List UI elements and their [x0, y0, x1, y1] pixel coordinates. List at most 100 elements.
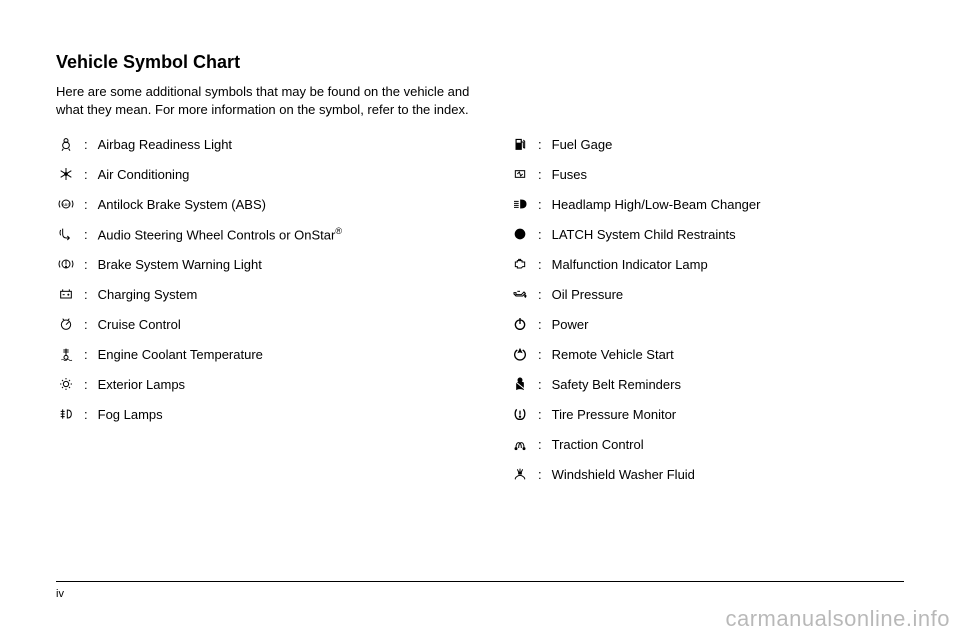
right-column: : Fuel Gage: Fuses: Headlamp High/Low-Beam … — [510, 136, 904, 496]
remote-icon — [510, 346, 530, 362]
symbol-entry: : Audio Steering Wheel Controls or OnStar… — [56, 226, 450, 242]
entry-label: Charging System — [98, 287, 450, 302]
entry-colon: : — [538, 317, 544, 332]
airbag-icon — [56, 136, 76, 152]
entry-label: Antilock Brake System (ABS) — [98, 197, 450, 212]
symbol-entry: : Safety Belt Reminders — [510, 376, 904, 392]
symbol-entry: : Fog Lamps — [56, 406, 450, 422]
lamps-icon — [56, 376, 76, 392]
latch-icon — [510, 226, 530, 242]
symbol-entry: : Oil Pressure — [510, 286, 904, 302]
traction-icon — [510, 436, 530, 452]
entry-colon: : — [538, 377, 544, 392]
entry-colon: : — [84, 287, 90, 302]
entry-colon: : — [538, 197, 544, 212]
coolant-icon — [56, 346, 76, 362]
entry-label: Engine Coolant Temperature — [98, 347, 450, 362]
fuel-icon — [510, 136, 530, 152]
footer-rule — [56, 581, 904, 582]
page-footer: iv — [56, 581, 904, 600]
entry-label: Fuel Gage — [552, 137, 904, 152]
symbol-entry: : Power — [510, 316, 904, 332]
brake-icon — [56, 256, 76, 272]
abs-icon: ABS — [56, 196, 76, 212]
symbol-entry: : Brake System Warning Light — [56, 256, 450, 272]
belt-icon — [510, 376, 530, 392]
entry-colon: : — [538, 407, 544, 422]
tire-icon — [510, 406, 530, 422]
intro-text: Here are some additional symbols that ma… — [56, 83, 476, 118]
symbol-columns: : Airbag Readiness Light: Air Conditioning… — [56, 136, 904, 496]
entry-label: Power — [552, 317, 904, 332]
entry-colon: : — [84, 377, 90, 392]
entry-label: Safety Belt Reminders — [552, 377, 904, 392]
entry-colon: : — [538, 467, 544, 482]
entry-label: Audio Steering Wheel Controls or OnStar® — [98, 226, 450, 242]
ac-icon — [56, 166, 76, 182]
entry-label: Air Conditioning — [98, 167, 450, 182]
entry-label: Malfunction Indicator Lamp — [552, 257, 904, 272]
symbol-entry: ABS: Antilock Brake System (ABS) — [56, 196, 450, 212]
entry-colon: : — [538, 347, 544, 362]
watermark: carmanualsonline.info — [725, 606, 950, 632]
entry-label: Exterior Lamps — [98, 377, 450, 392]
power-icon — [510, 316, 530, 332]
symbol-entry: : Fuses — [510, 166, 904, 182]
battery-icon — [56, 286, 76, 302]
entry-label: Cruise Control — [98, 317, 450, 332]
entry-label: Fog Lamps — [98, 407, 450, 422]
symbol-entry: : Remote Vehicle Start — [510, 346, 904, 362]
page-number: iv — [56, 588, 64, 600]
entry-colon: : — [84, 407, 90, 422]
symbol-entry: : Fuel Gage — [510, 136, 904, 152]
entry-colon: : — [84, 167, 90, 182]
mil-icon — [510, 256, 530, 272]
page: Vehicle Symbol Chart Here are some addit… — [0, 0, 960, 640]
entry-label: Remote Vehicle Start — [552, 347, 904, 362]
entry-colon: : — [538, 257, 544, 272]
symbol-entry: : LATCH System Child Restraints — [510, 226, 904, 242]
entry-label: Airbag Readiness Light — [98, 137, 450, 152]
footer-row: iv — [56, 588, 904, 600]
symbol-entry: : Engine Coolant Temperature — [56, 346, 450, 362]
fog-icon — [56, 406, 76, 422]
entry-label: LATCH System Child Restraints — [552, 227, 904, 242]
entry-colon: : — [84, 317, 90, 332]
symbol-entry: : Air Conditioning — [56, 166, 450, 182]
svg-text:ABS: ABS — [62, 202, 70, 207]
oil-icon — [510, 286, 530, 302]
entry-colon: : — [84, 137, 90, 152]
symbol-entry: : Exterior Lamps — [56, 376, 450, 392]
entry-colon: : — [84, 257, 90, 272]
symbol-entry: : Cruise Control — [56, 316, 450, 332]
entry-colon: : — [538, 167, 544, 182]
entry-label: Fuses — [552, 167, 904, 182]
entry-label: Headlamp High/Low-Beam Changer — [552, 197, 904, 212]
entry-label: Windshield Washer Fluid — [552, 467, 904, 482]
symbol-entry: : Malfunction Indicator Lamp — [510, 256, 904, 272]
left-column: : Airbag Readiness Light: Air Conditioning… — [56, 136, 450, 496]
entry-colon: : — [84, 347, 90, 362]
entry-label: Tire Pressure Monitor — [552, 407, 904, 422]
page-title: Vehicle Symbol Chart — [56, 52, 904, 73]
symbol-entry: : Windshield Washer Fluid — [510, 466, 904, 482]
entry-label: Traction Control — [552, 437, 904, 452]
entry-label: Oil Pressure — [552, 287, 904, 302]
entry-colon: : — [538, 287, 544, 302]
fuse-icon — [510, 166, 530, 182]
washer-icon — [510, 466, 530, 482]
symbol-entry: : Charging System — [56, 286, 450, 302]
cruise-icon — [56, 316, 76, 332]
entry-label: Brake System Warning Light — [98, 257, 450, 272]
symbol-entry: : Traction Control — [510, 436, 904, 452]
symbol-entry: : Airbag Readiness Light — [56, 136, 450, 152]
beam-icon — [510, 196, 530, 212]
entry-colon: : — [538, 437, 544, 452]
entry-colon: : — [84, 197, 90, 212]
entry-colon: : — [538, 137, 544, 152]
symbol-entry: : Tire Pressure Monitor — [510, 406, 904, 422]
entry-sup: ® — [335, 226, 342, 236]
audio-icon — [56, 226, 76, 242]
entry-colon: : — [84, 227, 90, 242]
entry-colon: : — [538, 227, 544, 242]
